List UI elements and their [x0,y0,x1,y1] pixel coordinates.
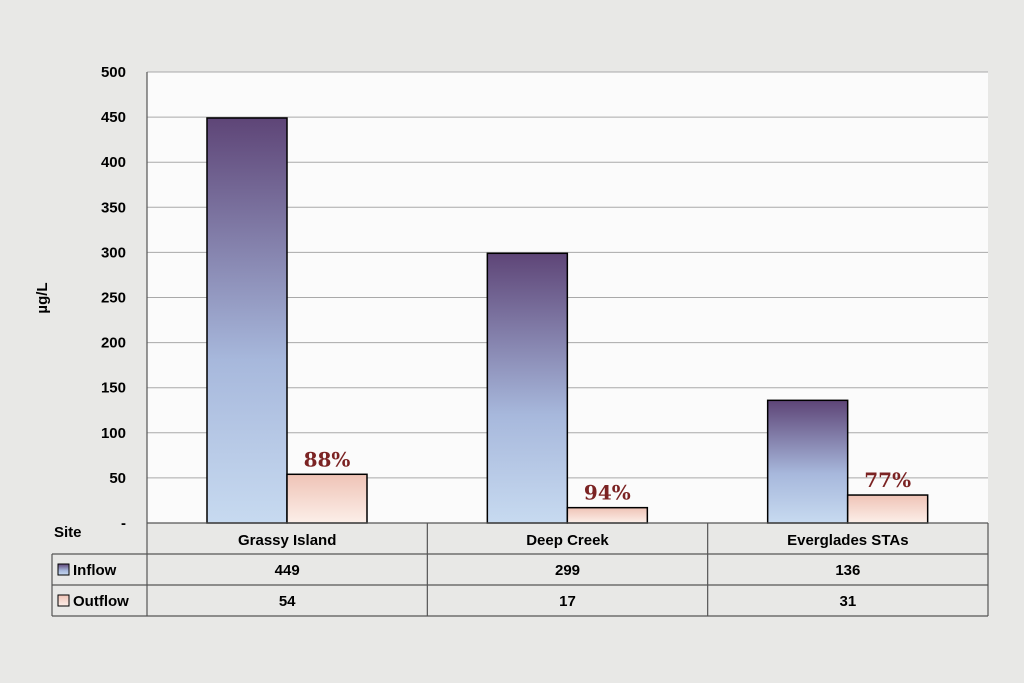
reduction-percent-label: 94% [584,481,631,505]
bar-inflow-2 [766,399,849,524]
y-tick-label: 50 [109,470,126,487]
y-tick-label: 200 [101,335,126,352]
y-tick-label: 100 [101,425,126,442]
y-tick-label: 400 [101,154,126,171]
category-label: Grassy Island [238,532,336,549]
category-label: Deep Creek [526,532,609,549]
table-cell: 136 [835,562,860,579]
legend-label-inflow: Inflow [73,562,117,579]
y-tick-label: 500 [101,64,126,81]
y-tick-label: 150 [101,380,126,397]
reduction-percent-label: 88% [304,447,351,471]
legend-swatch-inflow [57,563,70,576]
table-cell: 54 [279,593,296,610]
table-cell: 449 [275,562,300,579]
bar-outflow-1 [566,506,649,524]
table-cell: 31 [839,593,856,610]
table-cell: 17 [559,593,576,610]
legend-swatch-outflow [57,594,70,607]
y-tick-label: 350 [101,199,126,216]
bar-inflow-0 [206,117,288,524]
reduction-percent-label: 77% [864,468,911,492]
annotations: 88% 94% 77% [304,447,912,504]
y-tick-label: 450 [101,109,126,126]
data-table: Site Grassy Island Deep Creek Everglades ST… [51,522,989,617]
table-cell: 299 [555,562,580,579]
y-tick-label: - [121,515,126,532]
bar-outflow-2 [846,494,929,524]
bar-inflow-1 [486,252,569,524]
category-label: Everglades STAs [787,532,908,549]
y-axis-title: µg/L [34,282,51,313]
bar-outflow-0 [286,473,368,524]
table-header-site: Site [54,524,82,541]
legend-label-outflow: Outflow [73,593,129,610]
y-tick-label: 250 [101,290,126,307]
y-tick-label: 300 [101,244,126,261]
y-axis-ticks: - 50 100 150 200 250 300 350 400 450 500 [101,64,126,532]
bars [206,117,929,524]
